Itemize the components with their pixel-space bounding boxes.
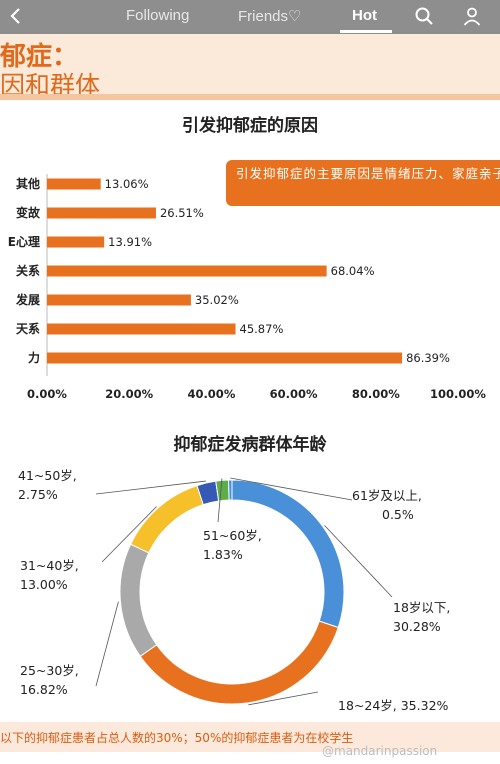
donut-slice-label: 31~40岁, 13.00% — [20, 558, 79, 592]
bar-value-label: 35.02% — [195, 293, 239, 307]
donut-slice-label: 41~50岁, 2.75% — [18, 468, 77, 502]
bar-value-label: 68.04% — [331, 264, 375, 278]
profile-icon[interactable] — [462, 6, 482, 26]
search-icon[interactable] — [414, 6, 434, 26]
header-divider — [0, 94, 500, 100]
bar — [47, 265, 327, 277]
donut-slice — [231, 479, 345, 629]
donut-slice-label: 18岁以下, 30.28% — [393, 600, 450, 634]
donut-chart: 18岁以下, 30.28% 18~24岁, 35.32% 25~30岁, 16.82% 3… — [18, 468, 450, 713]
x-tick-label: 80.00% — [352, 387, 400, 401]
tab-following[interactable]: Following — [126, 7, 190, 24]
donut-slice — [139, 620, 339, 705]
bar-category-label: 力 — [28, 350, 40, 365]
donut-slice-label: 61岁及以上, 0.5% — [352, 488, 422, 522]
back-icon[interactable] — [6, 6, 26, 26]
bar-value-label: 45.87% — [240, 322, 284, 336]
donut-leader-line — [95, 480, 206, 495]
bar-chart: 其他 13.06% 变故 26.51% E心理 13.91% 关系 68.04% 发展 35.02… — [8, 174, 486, 401]
donut-slice — [119, 543, 158, 657]
x-tick-label: 20.00% — [105, 387, 153, 401]
bar — [47, 236, 105, 248]
bar-value-label: 86.39% — [406, 351, 450, 365]
tab-hot[interactable]: Hot — [352, 7, 377, 24]
donut-leader-line — [95, 601, 119, 687]
bar-category-label: 发展 — [15, 292, 40, 307]
donut-chart-title: 抑郁症发病群体年龄 — [173, 435, 327, 455]
footer-banner: 以下的抑郁症患者占总人数的30%；50%的抑郁症患者为在校学生 — [0, 722, 500, 752]
x-tick-label: 100.00% — [430, 387, 486, 401]
x-tick-label: 60.00% — [270, 387, 318, 401]
section-header: 郁症： 因和群体 — [0, 34, 500, 100]
bar-value-label: 13.91% — [108, 235, 152, 249]
tab-friends[interactable]: Friends♡ — [238, 8, 302, 25]
callout-text: 引发抑郁症的主要原因是情绪压力、家庭亲子关系、亲密关系、职业发展 — [236, 166, 500, 181]
bar-category-label: 天系 — [16, 321, 40, 336]
footer-text: 以下的抑郁症患者占总人数的30%；50%的抑郁症患者为在校学生 — [0, 731, 354, 745]
bar-chart-title: 引发抑郁症的原因 — [182, 116, 318, 136]
bar — [47, 323, 236, 335]
bar — [47, 294, 191, 306]
top-nav: Following Friends♡ Hot — [0, 0, 500, 34]
donut-leader-line — [230, 477, 353, 501]
bar-category-label: 关系 — [16, 263, 40, 278]
donut-leader-line — [248, 691, 319, 706]
bar — [47, 178, 101, 190]
donut-slice — [215, 479, 230, 502]
bar-category-label: 其他 — [16, 176, 40, 191]
callout-box: 引发抑郁症的主要原因是情绪压力、家庭亲子关系、亲密关系、职业发展 — [226, 160, 500, 206]
donut-leader-line — [324, 525, 393, 598]
bar-value-label: 26.51% — [160, 206, 204, 220]
bar-category-label: 变故 — [16, 205, 41, 220]
header-title: 郁症： — [0, 42, 79, 72]
x-tick-label: 0.00% — [27, 387, 67, 401]
donut-leader-line — [101, 506, 157, 563]
x-tick-label: 40.00% — [187, 387, 235, 401]
tab-hot-underline — [340, 30, 392, 33]
bar-category-label: E心理 — [8, 235, 40, 249]
bar — [47, 207, 156, 219]
donut-slice — [130, 484, 204, 554]
bar — [47, 352, 403, 364]
donut-slice-label: 51~60岁, 1.83% — [203, 528, 262, 562]
donut-slice-label: 18~24岁, 35.32% — [338, 698, 449, 713]
bar-value-label: 13.06% — [105, 177, 149, 191]
donut-slice — [227, 479, 233, 501]
watermark: @mandarinpassion — [322, 744, 438, 758]
donut-leader-line — [217, 478, 223, 523]
donut-slice-label: 25~30岁, 16.82% — [20, 663, 79, 697]
